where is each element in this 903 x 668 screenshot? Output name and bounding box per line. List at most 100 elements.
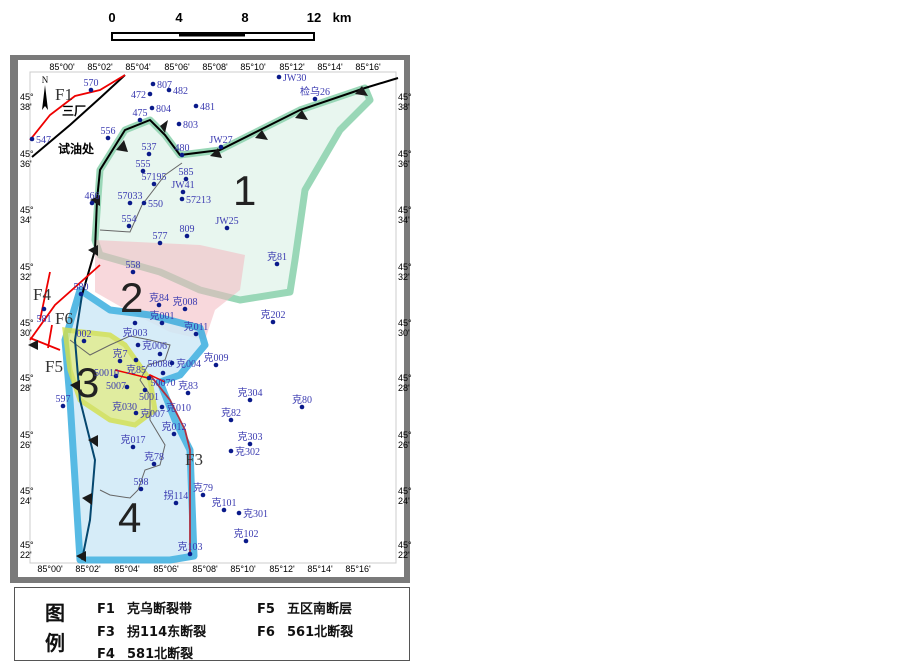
well: 克103: [178, 541, 203, 557]
lat-label: 45°34': [398, 205, 412, 225]
fault-f3: [149, 374, 191, 555]
well-label: 481: [200, 102, 215, 113]
well: 克83: [178, 380, 198, 396]
well-dot: [179, 152, 185, 158]
legend: 图例 F1 克乌断裂带 F5 五区南断层 F3 拐114东断裂 F6 561北断裂 F4…: [14, 587, 410, 662]
well-label: 克003: [123, 327, 148, 339]
well-label: 50086: [148, 359, 173, 370]
well: 克011: [184, 321, 208, 337]
well-dot: [78, 291, 84, 297]
well-label: 克009: [204, 352, 229, 364]
well-dot: [149, 105, 155, 111]
well-dot: [146, 375, 152, 381]
well-dot: [130, 444, 136, 450]
well-label: 555: [136, 159, 151, 170]
well: 克101: [212, 497, 237, 513]
legend-item: F6 561北断裂: [257, 621, 353, 640]
fault-f4: [29, 264, 101, 341]
legend-name: 拐114东断裂: [127, 625, 207, 640]
well-dot: [29, 136, 35, 142]
well-label: JW25: [215, 216, 238, 227]
lat-label: 45°30': [398, 318, 412, 338]
well: 50070: [151, 370, 176, 389]
well-label: 807: [157, 80, 172, 91]
well: 581: [37, 306, 52, 325]
zone-labels: 1 2 3 4: [76, 167, 256, 541]
well-dot: [221, 507, 227, 513]
lon-label-bottom: 85°16': [345, 564, 371, 574]
well-dot: [140, 168, 146, 174]
well: 克303: [238, 431, 263, 447]
legend-name: 581北断裂: [127, 647, 194, 662]
well-label: JW27: [209, 135, 232, 146]
lat-label: 45°22': [20, 540, 34, 560]
well-dot: [187, 551, 193, 557]
well: 480: [175, 143, 190, 158]
lon-label-top: 85°08': [202, 62, 228, 72]
well: 5001: [139, 375, 159, 403]
well-dot: [228, 417, 234, 423]
fault-label-f5: F5: [45, 357, 63, 376]
well-label: 547: [36, 135, 51, 146]
well: 克81: [267, 251, 287, 267]
well: JW25: [215, 216, 239, 231]
well-dot: [166, 87, 172, 93]
well-dot: [124, 384, 130, 390]
well-dot: [113, 373, 119, 379]
well: JW41: [171, 180, 195, 195]
well-label: 580: [74, 282, 89, 293]
well-dot: [274, 261, 280, 267]
well-dot: [312, 96, 318, 102]
well: 482: [166, 86, 188, 97]
map-neatline: [29, 71, 397, 564]
well-dot: [133, 410, 139, 416]
well-dot: [183, 176, 189, 182]
well-dot: [270, 319, 276, 325]
well-dot: [151, 181, 157, 187]
well-label: 克82: [221, 407, 241, 419]
scale-unit: km: [333, 10, 352, 25]
well: 克006: [135, 340, 167, 352]
well: 556: [101, 126, 116, 141]
well: 803: [176, 120, 198, 131]
lat-label: 45°32': [398, 262, 412, 282]
well: 克79: [193, 482, 213, 498]
well: 597: [56, 394, 71, 409]
well-dot: [193, 331, 199, 337]
well: 472: [131, 90, 153, 101]
well-dot: [200, 492, 206, 498]
well-dot: [243, 538, 249, 544]
well: 克004: [169, 358, 201, 370]
well-label: 002: [77, 329, 92, 340]
well-dot: [127, 200, 133, 206]
north-label: N: [42, 75, 49, 85]
zone-label-2: 2: [120, 274, 143, 321]
well: 克82: [221, 407, 241, 423]
lat-label: 45°38': [398, 92, 412, 112]
well-dot: [228, 448, 234, 454]
well-label: 597: [56, 394, 71, 405]
well-label: 472: [131, 90, 146, 101]
lat-label: 45°28': [20, 373, 34, 393]
fault-nw: [31, 74, 126, 158]
well-label: 克302: [235, 446, 260, 458]
well: 50010: [94, 368, 130, 390]
well-dot: [193, 103, 199, 109]
well-dot: [171, 431, 177, 437]
well: 克80: [292, 394, 312, 410]
well: 558: [126, 260, 141, 275]
zone-label-3: 3: [76, 359, 99, 406]
well-dot: [126, 223, 132, 229]
well-dot: [176, 121, 182, 127]
well-dot: [142, 387, 148, 393]
scale-tick: 4: [175, 10, 183, 25]
well-label: 50010: [94, 368, 119, 379]
well-dot: [224, 225, 230, 231]
well-label: 57213: [186, 195, 211, 206]
fault-label-f4: F4: [33, 285, 51, 304]
well: 57213: [179, 195, 211, 206]
lon-label-top: 85°14': [317, 62, 343, 72]
lat-label: 45°34': [20, 205, 34, 225]
well-dot: [41, 306, 47, 312]
place-label-sanchang: 三厂: [62, 104, 86, 118]
